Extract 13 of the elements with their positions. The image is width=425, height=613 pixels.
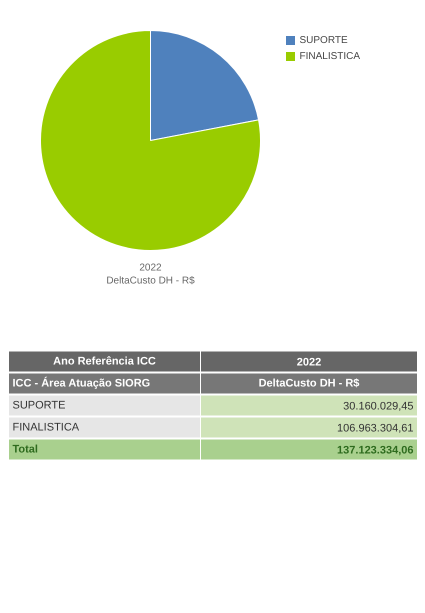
text: ICC - Área Atuação SIORG: [12, 376, 150, 390]
text: 2022: [296, 356, 322, 368]
text: Total: [12, 444, 38, 456]
text: 137.123.334,06: [337, 444, 414, 456]
text: FINALISTICA: [12, 422, 80, 434]
text: SUPORTE: [12, 400, 66, 412]
legend-label: FINALISTICA: [300, 51, 360, 62]
legend-label: SUPORTE: [300, 35, 348, 46]
text: Ano Referência ICC: [53, 356, 156, 368]
text: 2022 DeltaCusto DH - R$: [106, 262, 196, 287]
text: DeltaCusto DH - R$: [258, 378, 360, 390]
text: 106.963.304,61: [337, 422, 414, 434]
text: 30.160.029,45: [343, 400, 414, 412]
